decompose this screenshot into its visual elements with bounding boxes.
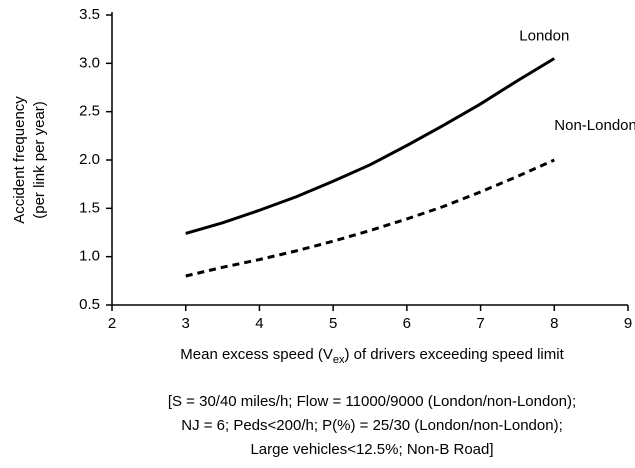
caption: NJ = 6; Peds<200/h; P(%) = 25/30 (London…	[181, 417, 563, 434]
x-tick-label: 6	[403, 315, 411, 332]
y-tick-label: 2.5	[79, 103, 100, 120]
x-tick-label: 5	[329, 315, 337, 332]
y-tick-label: 3.5	[79, 6, 100, 23]
series-label: Non-London	[554, 117, 635, 134]
x-tick-label: 3	[182, 315, 190, 332]
x-tick-label: 4	[255, 315, 263, 332]
x-label-sub: ex	[333, 354, 345, 366]
y-tick-label: 0.5	[79, 296, 100, 313]
caption: Large vehicles<12.5%; Non-B Road]	[250, 441, 493, 458]
x-label-part: ) of drivers exceeding speed limit	[344, 346, 564, 363]
x-axis-label: Mean excess speed (Vex) of drivers excee…	[180, 346, 564, 366]
x-tick-label: 2	[108, 315, 116, 332]
y-axis-label: (per link per year)	[31, 101, 48, 219]
y-axis-label: Accident frequency	[11, 96, 28, 224]
x-tick-label: 7	[476, 315, 484, 332]
line-series	[185, 57, 556, 235]
series-label: London	[519, 27, 569, 44]
line-series	[185, 158, 555, 278]
x-label-part: Mean excess speed (V	[180, 346, 333, 363]
y-tick-label: 1.5	[79, 199, 100, 216]
caption: [S = 30/40 miles/h; Flow = 11000/9000 (L…	[168, 393, 576, 410]
y-tick-label: 3.0	[79, 54, 100, 71]
x-tick-label: 8	[550, 315, 558, 332]
x-tick-label: 9	[624, 315, 632, 332]
y-tick-label: 2.0	[79, 151, 100, 168]
y-tick-label: 1.0	[79, 248, 100, 265]
